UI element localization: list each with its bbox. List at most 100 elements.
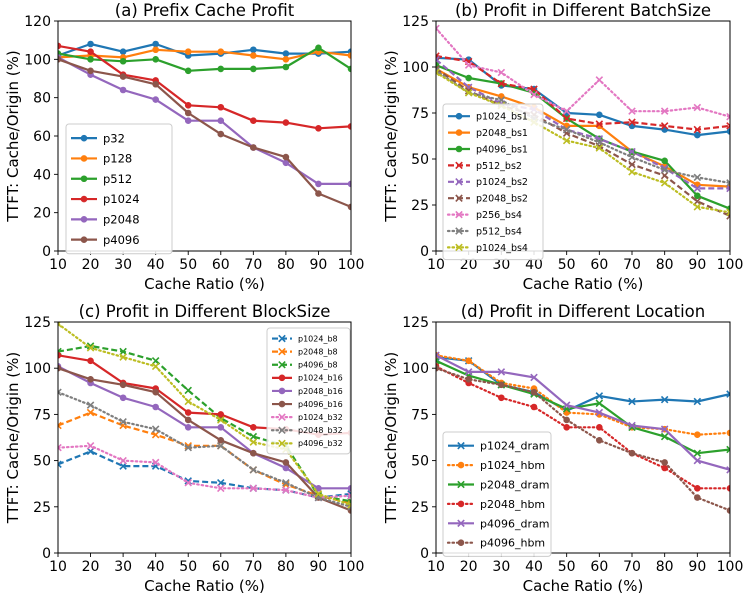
data-point [184,416,192,424]
legend-marker [457,519,465,528]
x-tick-label: 30 [114,559,132,575]
legend-marker [278,334,286,343]
legend-label: p1024_hbm [480,459,545,472]
y-tick-label: 80 [33,91,51,107]
data-point [217,411,225,418]
x-tick-label: 50 [179,559,197,575]
data-point [315,44,322,52]
data-point [184,386,192,395]
data-point [498,381,505,389]
data-point [315,190,322,197]
y-tick-label: 50 [411,152,429,168]
data-point [628,397,636,406]
axes-frame [435,321,731,554]
data-point [250,117,257,124]
data-point [314,490,323,498]
legend-label: p4096_b32 [298,439,343,448]
data-point [530,90,538,99]
legend-marker [278,413,286,421]
legend-label: p1024_b16 [298,374,343,383]
data-point [184,109,192,117]
data-point [464,368,473,376]
data-point [282,56,290,63]
legend-marker [278,374,286,382]
data-point [250,65,257,73]
series-line [58,42,351,57]
chart-title: (a) Prefix Cache Profit [115,1,295,20]
series-p4096_b32 [58,322,351,509]
x-tick-label: 20 [82,559,100,575]
x-tick-label: 100 [338,257,365,273]
data-point [563,416,570,424]
legend-marker [455,243,463,252]
legend-marker [278,426,286,435]
data-point [217,130,225,138]
x-tick-label: 70 [244,257,262,273]
x-axis-label: Cache Ratio (%) [523,577,644,595]
data-point [694,192,701,200]
data-point [86,401,95,409]
legend-marker [455,129,463,136]
series-line [436,365,730,490]
legend-marker [457,500,465,508]
data-point [315,125,322,132]
data-point [151,425,160,433]
data-point [628,107,636,115]
legend-marker [80,134,88,142]
legend-label: p2048_bs1 [476,128,528,139]
data-point [596,111,603,119]
data-point [119,347,127,356]
series-p4096_hbm [436,364,730,514]
data-point [726,445,730,454]
data-point [217,48,225,55]
data-point [595,392,604,400]
legend: p1024_bs1 p2048_bs1 p4096_bs1 p512_bs2 p1024… [442,103,544,261]
data-point [217,436,225,444]
data-point [562,114,571,123]
legend-box [442,103,544,261]
x-tick-label: 10 [427,559,445,575]
legend-marker [457,461,465,469]
legend-marker [457,480,465,489]
data-point [628,147,636,156]
x-tick-label: 80 [277,257,295,273]
data-point [497,96,506,104]
data-point [628,168,636,176]
legend-marker [80,155,88,162]
x-axis-label: Cache Ratio (%) [144,275,265,293]
x-tick-label: 50 [558,559,576,575]
data-point [595,76,604,84]
data-point [562,401,571,409]
x-tick-label: 40 [147,257,165,273]
x-tick-label: 60 [590,257,608,273]
legend-marker [80,216,88,223]
legend-label: p512_bs4 [476,226,522,237]
x-tick-label: 100 [717,257,744,273]
data-point [660,166,669,174]
chart-title: (b) Profit in Different BatchSize [455,1,711,20]
series-line [436,71,730,214]
data-point [282,459,290,466]
data-point [151,362,160,371]
x-tick-label: 80 [277,559,295,575]
y-tick-label: 100 [24,361,51,377]
legend-marker [278,439,286,448]
data-point [347,65,351,73]
data-point [497,68,506,77]
y-tick-label: 100 [402,361,429,377]
legend-label: p2048 [103,212,140,226]
series-p4096_dram [436,351,730,474]
chart-title: (c) Profit in Different BlockSize [79,302,331,321]
series-line [58,322,351,507]
y-axis-label: TTFT: Cache/Origin (%) [382,352,400,525]
data-point [86,442,95,450]
data-point [184,479,192,487]
data-point [282,486,290,494]
data-point [347,491,351,500]
data-point [693,203,702,211]
y-tick-label: 25 [33,500,51,516]
legend-label: p4096 [103,233,140,247]
legend-box [65,123,173,255]
data-point [347,203,351,211]
